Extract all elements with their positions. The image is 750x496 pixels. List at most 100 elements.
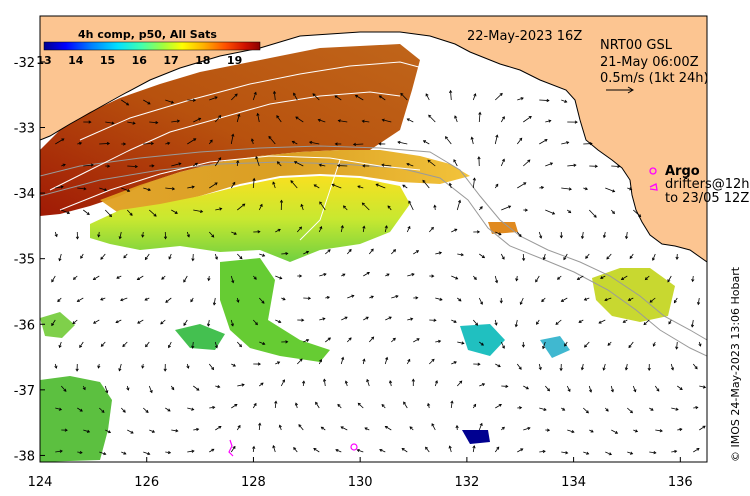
current-arrow	[362, 358, 365, 365]
current-arrow	[381, 164, 392, 167]
current-arrow	[279, 425, 282, 431]
current-arrow-head	[274, 400, 278, 404]
current-arrow-head	[370, 248, 374, 252]
current-arrow-head	[695, 406, 699, 410]
x-tick-label: 134	[561, 475, 586, 490]
current-arrow-head	[386, 273, 390, 277]
current-arrow-head	[458, 298, 462, 302]
current-arrow	[121, 187, 130, 192]
current-arrow	[449, 446, 452, 453]
current-arrow	[93, 275, 100, 280]
current-arrow-head	[562, 407, 566, 411]
current-arrow	[517, 182, 527, 189]
current-arrow-head	[252, 445, 256, 450]
current-arrow	[561, 297, 568, 302]
current-arrow-head	[334, 142, 338, 146]
current-arrow	[379, 449, 386, 453]
current-arrow-head	[317, 118, 321, 122]
current-arrow-head	[318, 163, 322, 167]
current-arrow-head	[583, 297, 587, 301]
current-arrow-head	[459, 380, 463, 384]
current-arrow-head	[556, 276, 561, 280]
current-arrow-head	[620, 277, 625, 280]
current-arrow-head	[276, 115, 280, 119]
current-arrow-head	[130, 430, 134, 434]
current-arrow-head	[58, 258, 62, 262]
current-arrow	[149, 209, 157, 217]
current-arrow	[582, 407, 589, 414]
current-arrow	[115, 319, 122, 323]
current-arrow-head	[126, 387, 130, 391]
current-arrow	[340, 426, 348, 431]
current-arrow	[545, 209, 555, 215]
current-arrow	[161, 275, 166, 280]
current-arrow	[126, 209, 133, 216]
current-arrow-head	[90, 163, 94, 167]
current-arrow-head	[58, 407, 63, 411]
current-arrow-head	[193, 138, 197, 142]
current-arrow-head	[163, 236, 168, 240]
current-arrow-head	[477, 156, 481, 160]
current-arrow-head	[525, 386, 530, 390]
current-arrow-head	[323, 272, 327, 277]
current-arrow	[478, 112, 481, 123]
current-arrow-head	[407, 358, 411, 362]
current-arrow-head	[560, 299, 564, 302]
current-arrow	[294, 161, 304, 167]
current-arrow	[583, 451, 589, 455]
current-arrow-head	[541, 299, 545, 303]
current-arrow	[171, 209, 178, 214]
current-arrow	[691, 319, 694, 327]
current-arrow	[281, 253, 288, 255]
current-arrow	[363, 316, 369, 321]
current-arrow-head	[370, 295, 374, 299]
current-arrow	[252, 403, 257, 409]
current-arrow-head	[107, 164, 111, 168]
current-arrow-head	[501, 256, 505, 260]
current-arrow-head	[168, 256, 172, 260]
current-arrow-head	[255, 155, 259, 160]
current-arrow-head	[256, 112, 260, 117]
current-arrow-head	[352, 142, 357, 147]
current-arrow	[567, 429, 575, 433]
current-arrow	[214, 341, 218, 348]
current-arrow	[692, 363, 698, 369]
current-arrow	[654, 385, 660, 392]
current-arrow	[121, 451, 126, 455]
current-arrow-head	[211, 234, 215, 238]
current-arrow-head	[62, 163, 66, 167]
current-arrow	[515, 319, 518, 327]
current-arrow	[187, 450, 194, 453]
drifter-legend-marker	[649, 183, 658, 191]
current-arrow-head	[438, 251, 443, 255]
current-arrow	[605, 451, 612, 455]
current-arrow	[384, 225, 388, 233]
current-arrow-head	[568, 187, 572, 191]
current-arrow	[236, 160, 239, 167]
current-arrow	[445, 136, 452, 145]
current-arrow-head	[183, 322, 187, 326]
current-arrow-head	[408, 200, 412, 204]
current-arrow	[72, 319, 78, 324]
current-arrow-head	[696, 302, 701, 306]
current-arrow-head	[523, 182, 527, 186]
current-arrow-head	[212, 302, 217, 306]
current-arrow	[295, 116, 304, 123]
current-arrow-head	[431, 358, 435, 362]
current-arrow	[98, 407, 105, 413]
current-arrow	[145, 253, 150, 260]
current-arrow	[149, 121, 158, 124]
current-arrow	[165, 99, 174, 104]
current-arrow-head	[647, 367, 651, 371]
current-arrow	[345, 381, 348, 387]
current-arrow-head	[211, 366, 215, 371]
current-arrow-head	[381, 118, 385, 122]
current-arrow-head	[564, 99, 568, 103]
current-arrow-head	[231, 280, 235, 284]
x-axis: 124 126 128 130 132 134 136	[28, 457, 693, 490]
current-arrow-head	[315, 401, 319, 405]
current-arrow	[427, 159, 436, 167]
current-arrow	[230, 319, 234, 326]
current-arrow	[561, 99, 567, 103]
current-arrow-head	[608, 452, 612, 456]
